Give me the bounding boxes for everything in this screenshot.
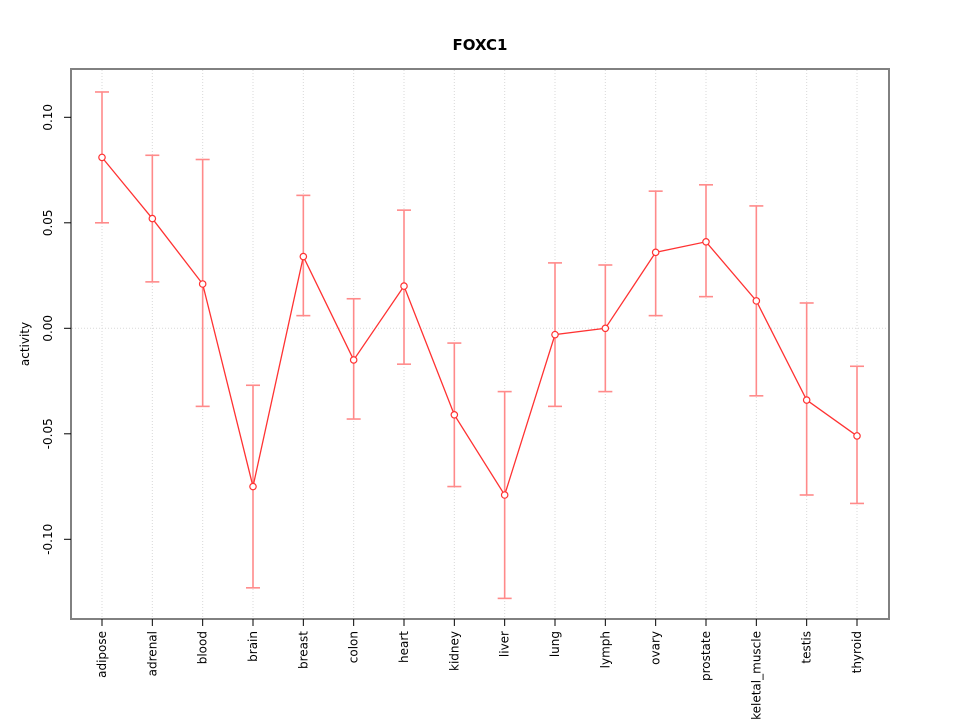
x-tick-label-heart: heart: [397, 631, 411, 663]
y-axis-ticks: [64, 116, 71, 540]
y-tick-label: 0.05: [41, 209, 55, 236]
data-point-ovary: [651, 248, 660, 257]
data-point-liver: [500, 491, 509, 499]
data-point-adrenal: [148, 214, 157, 223]
y-tick-label: 0.10: [41, 104, 55, 131]
x-tick-label-prostate: prostate: [699, 631, 713, 681]
data-point-prostate: [702, 237, 710, 246]
x-tick-label-colon: colon: [347, 631, 361, 663]
y-tick-label: -0.10: [41, 524, 55, 555]
x-tick-label-lung: lung: [548, 631, 562, 657]
data-point-lymph: [601, 324, 610, 333]
data-point-brain: [249, 482, 257, 491]
x-tick-label-blood: blood: [196, 631, 210, 664]
x-axis-ticks: [101, 619, 858, 626]
x-tick-label-brain: brain: [246, 631, 260, 662]
data-point-adipose: [98, 153, 106, 162]
gridlines: [72, 70, 888, 618]
data-point-kidney: [450, 411, 459, 419]
data-point-skeletal_muscle: [752, 297, 761, 305]
x-tick-label-thyroid: thyroid: [850, 631, 864, 673]
x-tick-label-kidney: kidney: [447, 631, 461, 671]
plot-border: [70, 68, 890, 620]
x-tick-label-ovary: ovary: [649, 631, 663, 665]
x-tick-label-testis: testis: [800, 631, 814, 664]
x-tick-label-adipose: adipose: [95, 631, 109, 678]
data-point-lung: [551, 330, 559, 339]
chart-title: FOXC1: [452, 36, 508, 54]
data-point-heart: [400, 282, 408, 290]
x-tick-label-adrenal: adrenal: [145, 631, 159, 676]
data-point-blood: [198, 280, 207, 288]
x-axis-labels: adipose adrenal blood brain breast colon heart…: [95, 631, 864, 720]
error-bars: [95, 91, 864, 600]
data-points: [98, 153, 861, 499]
x-tick-label-skeletal_muscle: skeletal_muscle: [749, 631, 763, 720]
data-point-colon: [349, 356, 358, 364]
y-tick-label: -0.05: [41, 418, 55, 449]
data-point-breast: [299, 252, 308, 261]
data-point-testis: [802, 396, 811, 404]
x-tick-label-breast: breast: [296, 631, 310, 669]
y-tick-label: 0.00: [41, 315, 55, 342]
y-axis-labels: 0.10 0.05 0.00 -0.05 -0.10: [41, 104, 55, 555]
x-tick-label-lymph: lymph: [598, 631, 612, 668]
series-line: [101, 156, 858, 497]
x-tick-label-liver: liver: [498, 631, 512, 657]
data-point-thyroid: [853, 432, 861, 440]
